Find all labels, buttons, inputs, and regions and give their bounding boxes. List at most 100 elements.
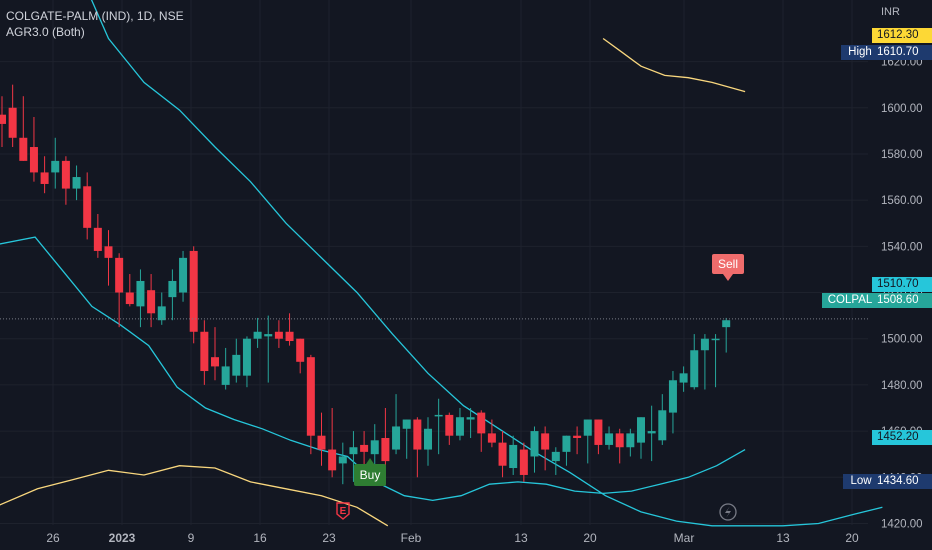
candle-down	[189, 250, 198, 332]
candle-up	[455, 417, 464, 436]
candle-up	[626, 433, 635, 448]
candle-down	[40, 172, 49, 184]
indicator-title[interactable]: AGR3.0 (Both)	[6, 25, 85, 39]
candle-down	[125, 292, 134, 305]
candle-down	[594, 419, 603, 445]
upper-band-line	[90, 0, 883, 527]
candle-down	[93, 227, 102, 251]
signal-markers: Buy Sell E	[336, 254, 744, 521]
x-tick-label: Mar	[674, 531, 695, 545]
candle-down	[413, 419, 422, 450]
x-axis-ticks: 26 2023 9 16 23 Feb 13 20 Mar 13 20	[46, 531, 859, 545]
y-tick-label: 1600.00	[881, 103, 923, 115]
lightning-icon	[719, 503, 737, 521]
candle-up	[509, 444, 518, 469]
x-tick-label: 13	[514, 531, 528, 545]
currency-unit: INR	[881, 6, 900, 18]
candle-up	[424, 428, 432, 450]
candle-up	[232, 354, 241, 376]
sell-arrow	[723, 274, 733, 281]
sell-marker	[712, 254, 744, 274]
x-tick-label: 23	[322, 531, 336, 545]
candle-up	[370, 440, 379, 455]
y-tick-label: 1480.00	[881, 380, 923, 392]
candle-up	[179, 257, 188, 293]
y-tick-label: 1580.00	[881, 149, 923, 161]
buy-marker	[354, 464, 386, 486]
candle-down	[61, 160, 70, 189]
candle-up	[72, 177, 81, 189]
candle-up	[434, 414, 443, 417]
candle-down	[147, 290, 156, 314]
y-tick-label: 1560.00	[881, 195, 923, 207]
x-tick-label: 16	[253, 531, 267, 545]
candle-up	[402, 419, 411, 429]
candle-down	[498, 442, 507, 466]
upper-band-price-tag: 1510.70	[872, 277, 932, 292]
candle-up	[647, 431, 656, 434]
candle-down	[360, 444, 369, 452]
candle-down	[274, 331, 283, 339]
candle-down	[445, 414, 454, 436]
candle-up	[668, 380, 677, 413]
high-label: High	[841, 45, 879, 60]
buy-arrow	[366, 458, 374, 464]
y-tick-label: 1500.00	[881, 334, 923, 346]
symbol-label: COLPAL	[822, 293, 878, 308]
candle-up	[349, 447, 358, 455]
low-price-tag: 1434.60	[872, 474, 932, 489]
candle-down	[104, 246, 113, 258]
candle-down	[8, 107, 17, 138]
high-price-tag: 1610.70	[872, 45, 932, 60]
candle-down	[477, 412, 486, 434]
x-tick-label: 20	[845, 531, 859, 545]
candle-up	[466, 417, 475, 420]
candle-up	[562, 435, 571, 452]
candle-down	[573, 435, 582, 439]
candle-down	[541, 433, 550, 450]
candle-up	[722, 320, 731, 328]
candle-up	[583, 419, 592, 436]
candle-up	[530, 431, 539, 457]
x-tick-label: 13	[776, 531, 790, 545]
candle-down	[306, 357, 315, 436]
candle-up	[679, 373, 688, 383]
x-tick-label: Feb	[401, 531, 422, 545]
candle-up	[700, 338, 709, 351]
candle-down	[328, 449, 337, 471]
buy-label: Buy	[360, 468, 381, 482]
candle-up	[136, 280, 145, 307]
candle-down	[381, 438, 390, 462]
candle-down	[200, 331, 209, 372]
slow-line-upper	[602, 37, 746, 93]
candle-up	[51, 160, 60, 173]
candle-up	[264, 334, 273, 337]
slow-line	[0, 465, 389, 527]
earnings-label: E	[340, 506, 347, 517]
yellow-line-price-tag: 1612.30	[872, 28, 932, 43]
candle-down	[296, 338, 305, 362]
candle-up	[242, 338, 251, 376]
candles	[0, 84, 731, 485]
candle-down	[519, 449, 528, 475]
candle-up	[168, 280, 177, 298]
candle-up	[551, 451, 560, 462]
candle-up	[157, 306, 166, 321]
lightning-bolt	[725, 506, 731, 518]
x-tick-label: 2023	[109, 531, 136, 545]
indicator-lines	[0, 0, 883, 527]
candle-up	[605, 433, 614, 445]
candle-down	[317, 435, 326, 450]
candle-up	[392, 426, 401, 450]
earnings-marker-icon	[336, 502, 350, 520]
lower-band-price-tag: 1452.20	[872, 430, 932, 445]
y-tick-label: 1420.00	[881, 518, 923, 530]
candle-down	[487, 433, 496, 443]
candle-down	[83, 186, 92, 228]
sell-label: Sell	[718, 257, 738, 271]
low-label: Low	[843, 474, 879, 489]
candle-up	[658, 410, 667, 441]
symbol-title[interactable]: COLGATE-PALM (IND), 1D, NSE	[6, 9, 184, 23]
candle-up	[253, 331, 262, 339]
